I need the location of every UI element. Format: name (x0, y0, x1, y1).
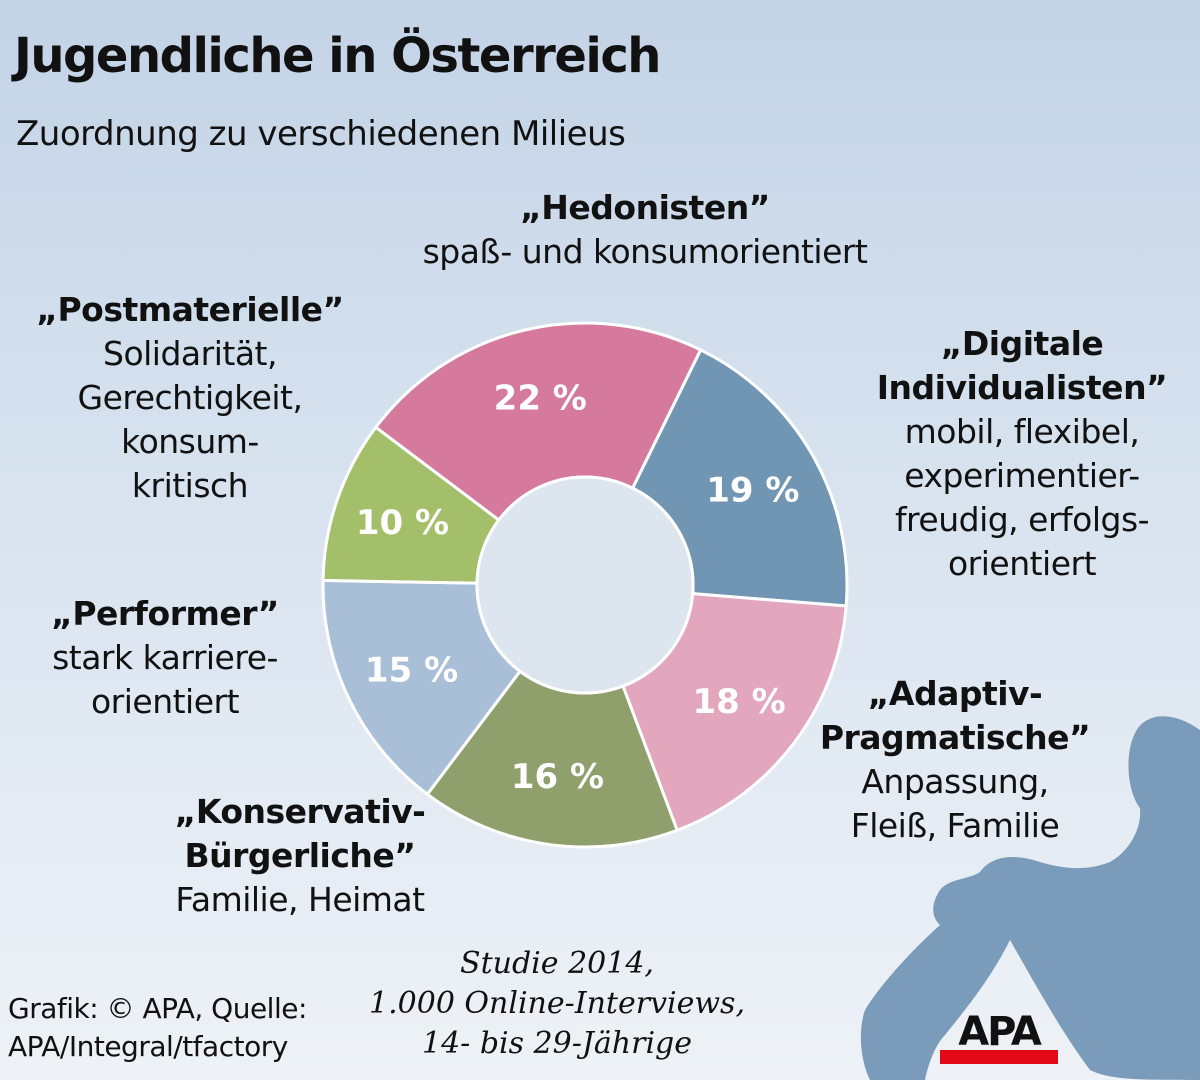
slice-value-label: 22 % (494, 378, 587, 418)
label-desc: orientiert (90, 682, 240, 721)
label-adaptiv-pragmatische: „Adaptiv- Pragmatische” Anpassung, Fleiß… (800, 672, 1110, 848)
label-desc: orientiert (947, 544, 1097, 583)
slice-value-label: 10 % (356, 503, 449, 543)
silhouette-shape (860, 716, 1200, 1080)
source-credit: Grafik: © APA, Quelle: APA/Integral/tfac… (8, 990, 307, 1066)
chart-title: Jugendliche in Österreich (14, 28, 661, 84)
label-konservativ-buergerliche: „Konservativ- Bürgerliche” Familie, Heim… (140, 790, 460, 922)
label-name: Bürgerliche” (184, 836, 416, 875)
label-name: Pragmatische” (819, 718, 1091, 757)
label-hedonisten: „Hedonisten” spaß- und konsumorientiert (380, 186, 910, 274)
credit-line: Grafik: © APA, Quelle: (8, 992, 307, 1025)
label-performer: „Performer” stark karriere- orientiert (20, 592, 310, 724)
label-digitale-individualisten: „Digitale Individualisten” mobil, flexib… (862, 322, 1182, 586)
credit-line: APA/Integral/tfactory (8, 1030, 288, 1063)
study-line: 1.000 Online-Interviews, (369, 986, 745, 1021)
label-name: „Adaptiv- (867, 674, 1043, 713)
slice-value-label: 18 % (693, 682, 786, 722)
apa-logo-text: APA (958, 1009, 1042, 1055)
label-desc: mobil, flexibel, (904, 412, 1140, 451)
label-desc: Anpassung, (861, 762, 1049, 801)
label-desc: experimentier- (904, 456, 1140, 495)
label-name: „Konservativ- (174, 792, 426, 831)
label-desc: Gerechtigkeit, (77, 378, 303, 417)
study-line: Studie 2014, (460, 946, 654, 981)
apa-logo-bar (940, 1050, 1058, 1064)
label-name: Individualisten” (876, 368, 1168, 407)
label-name: „Postmaterielle” (36, 290, 344, 329)
study-note: Studie 2014, 1.000 Online-Interviews, 14… (352, 944, 762, 1064)
label-name: „Digitale (940, 324, 1104, 363)
donut-hole (475, 475, 695, 695)
label-name: „Hedonisten” (520, 188, 770, 227)
slice-value-label: 16 % (511, 757, 604, 797)
label-desc: kritisch (131, 466, 249, 505)
label-desc: Solidarität, (103, 334, 277, 373)
label-desc: konsum- (121, 422, 259, 461)
label-desc: Fleiß, Familie (850, 806, 1060, 845)
label-desc: spaß- und konsumorientiert (422, 232, 868, 271)
label-name: „Performer” (51, 594, 279, 633)
label-desc: freudig, erfolgs- (894, 500, 1150, 539)
label-desc: Familie, Heimat (175, 880, 425, 919)
apa-logo: APA (940, 1009, 1058, 1064)
label-postmaterielle: „Postmaterielle” Solidarität, Gerechtigk… (20, 288, 360, 508)
slice-value-label: 15 % (365, 651, 458, 691)
study-line: 14- bis 29-Jährige (421, 1026, 692, 1061)
label-desc: stark karriere- (52, 638, 278, 677)
slice-value-label: 19 % (706, 471, 799, 511)
chart-subtitle: Zuordnung zu verschiedenen Milieus (16, 114, 626, 154)
